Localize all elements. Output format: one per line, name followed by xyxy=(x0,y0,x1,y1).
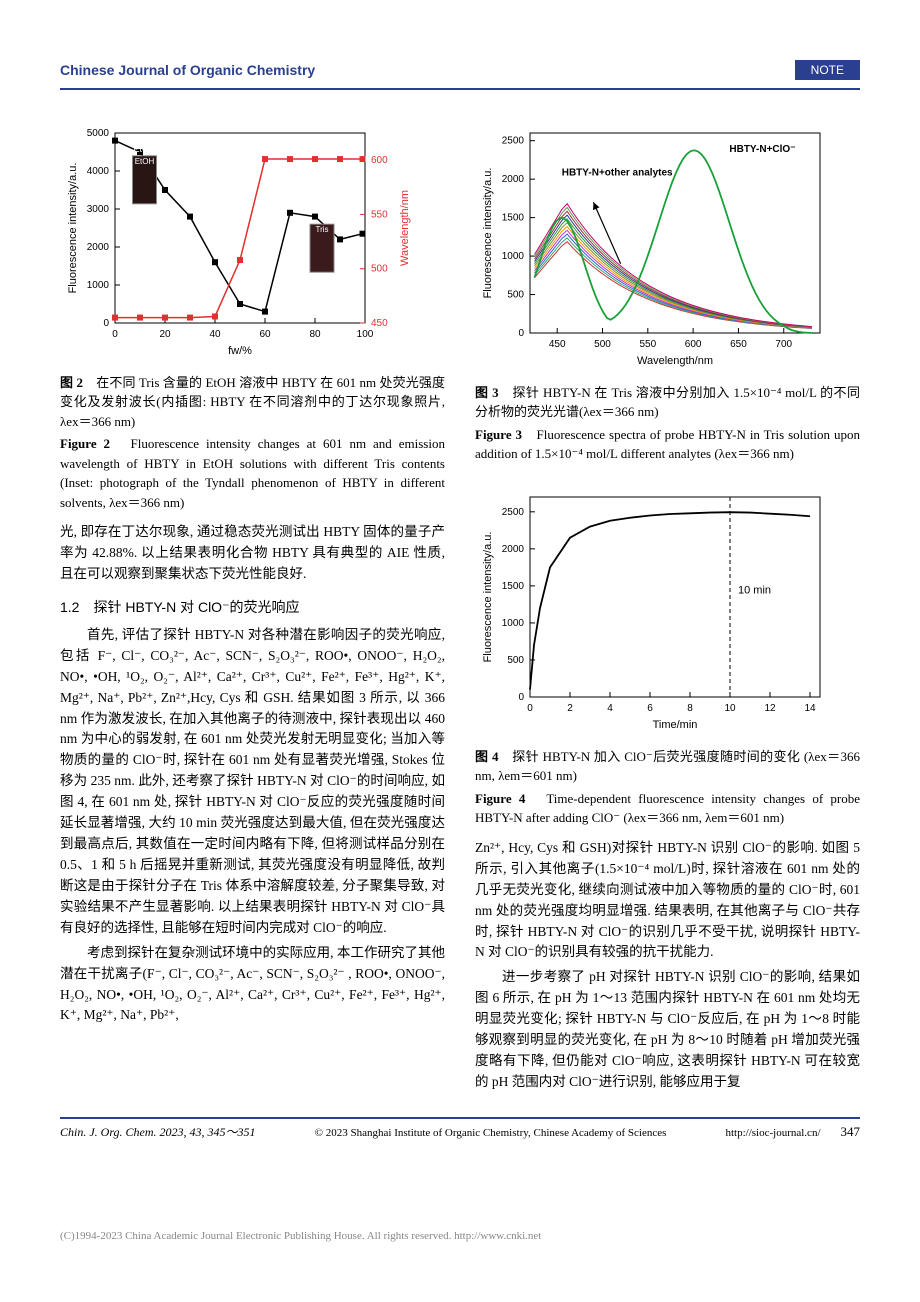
svg-text:2000: 2000 xyxy=(502,174,525,185)
svg-text:EtOH: EtOH xyxy=(133,144,155,154)
footer-citation: Chin. J. Org. Chem. 2023, 43, 345～351 xyxy=(60,1123,256,1140)
svg-text:0: 0 xyxy=(527,703,533,714)
svg-text:40: 40 xyxy=(209,329,221,340)
svg-text:Tris: Tris xyxy=(315,225,328,234)
svg-text:500: 500 xyxy=(594,339,611,350)
svg-text:12: 12 xyxy=(764,703,776,714)
svg-text:0: 0 xyxy=(518,328,524,339)
journal-title: Chinese Journal of Organic Chemistry xyxy=(60,62,315,78)
figure-4: 0 2 4 6 8 10 12 14 0 500 1000 1500 2000 2500 Time/min F… xyxy=(475,482,860,828)
svg-text:550: 550 xyxy=(639,339,656,350)
svg-text:Fluorescence intensity/a.u.: Fluorescence intensity/a.u. xyxy=(482,531,494,662)
svg-text:4000: 4000 xyxy=(87,166,110,177)
svg-text:1500: 1500 xyxy=(502,213,525,224)
svg-text:650: 650 xyxy=(730,339,747,350)
figure-2: 0204060801000100020003000400050004505005… xyxy=(60,118,445,512)
svg-text:6: 6 xyxy=(647,703,653,714)
page: Chinese Journal of Organic Chemistry NOT… xyxy=(0,0,920,1170)
body-right-p2: 进一步考察了 pH 对探针 HBTY-N 识别 ClO⁻的影响, 结果如图 6 … xyxy=(475,967,860,1093)
svg-text:HBTY-N+other analytes: HBTY-N+other analytes xyxy=(562,167,673,178)
svg-text:1000: 1000 xyxy=(502,618,525,629)
footer-copyright: © 2023 Shanghai Institute of Organic Che… xyxy=(256,1127,726,1139)
figure-4-caption-cn: 图 4 探针 HBTY-N 加入 ClO⁻后荧光强度随时间的变化 (λex＝36… xyxy=(475,747,860,786)
svg-text:450: 450 xyxy=(549,339,566,350)
right-column: 45050055060065070005001000150020002500Wa… xyxy=(475,118,860,1097)
svg-text:10 min: 10 min xyxy=(738,584,771,596)
svg-text:3000: 3000 xyxy=(87,204,110,215)
section-1-2-head: 1.2 探针 HBTY-N 对 ClO⁻的荧光响应 xyxy=(60,597,445,619)
svg-text:2500: 2500 xyxy=(502,136,525,147)
svg-text:20: 20 xyxy=(159,329,171,340)
svg-text:600: 600 xyxy=(371,155,388,166)
svg-text:60: 60 xyxy=(259,329,271,340)
svg-text:Wavelength/nm: Wavelength/nm xyxy=(399,190,411,266)
svg-text:2000: 2000 xyxy=(502,544,525,555)
svg-text:450: 450 xyxy=(371,318,388,329)
figure-4-chart: 0 2 4 6 8 10 12 14 0 500 1000 1500 2000 2500 Time/min F… xyxy=(475,482,835,732)
svg-text:2500: 2500 xyxy=(502,507,525,518)
svg-text:fw/%: fw/% xyxy=(228,345,252,357)
page-number: 347 xyxy=(841,1124,861,1140)
svg-text:0: 0 xyxy=(103,318,109,329)
svg-text:100: 100 xyxy=(357,329,374,340)
body-right-p1: Zn²⁺, Hcy, Cys 和 GSH)对探针 HBTY-N 识别 ClO⁻的… xyxy=(475,838,860,964)
svg-text:5000: 5000 xyxy=(87,128,110,139)
svg-text:Time/min: Time/min xyxy=(653,719,698,731)
figure-3-chart: 450 500 550 600 650 700 0 500 1000 1500 2000 2500 Wa… xyxy=(475,118,835,368)
svg-text:1500: 1500 xyxy=(502,581,525,592)
content-columns: 0204060801000100020003000400050004505005… xyxy=(60,118,860,1097)
svg-text:0: 0 xyxy=(518,692,524,703)
figure-3-caption-en: Figure 3 Fluorescence spectra of probe H… xyxy=(475,425,860,464)
svg-text:0: 0 xyxy=(112,329,118,340)
figure-2-chart: 0204060801000100020003000400050004505005… xyxy=(60,118,420,358)
svg-text:HBTY-N+ClO⁻: HBTY-N+ClO⁻ xyxy=(729,144,795,155)
figure-2-caption-cn: 图 2 在不同 Tris 含量的 EtOH 溶液中 HBTY 在 601 nm … xyxy=(60,373,445,432)
left-column: 0204060801000100020003000400050004505005… xyxy=(60,118,445,1097)
svg-text:14: 14 xyxy=(804,703,816,714)
figure-3: 450 500 550 600 650 700 0 500 1000 1500 2000 2500 Wa… xyxy=(475,118,860,464)
cnki-copyright: (C)1994-2023 China Academic Journal Elec… xyxy=(0,1230,920,1262)
body-left-p2: 考虑到探针在复杂测试环境中的实际应用, 本工作研究了其他潜在干扰离子(F⁻, C… xyxy=(60,943,445,1027)
footer-url: http://sioc-journal.cn/ xyxy=(725,1127,820,1139)
svg-text:500: 500 xyxy=(507,290,524,301)
note-tag: NOTE xyxy=(795,60,860,80)
svg-text:550: 550 xyxy=(371,209,388,220)
svg-text:1000: 1000 xyxy=(502,251,525,262)
svg-text:Wavelength/nm: Wavelength/nm xyxy=(637,355,713,367)
svg-text:EtOH: EtOH xyxy=(135,157,155,166)
header-rule xyxy=(60,88,860,90)
svg-text:8: 8 xyxy=(687,703,693,714)
body-left-top: 光, 即存在丁达尔现象, 通过稳态荧光测试出 HBTY 固体的量子产率为 42.… xyxy=(60,522,445,585)
page-header: Chinese Journal of Organic Chemistry NOT… xyxy=(60,60,860,80)
body-left-p1: 首先, 评估了探针 HBTY-N 对各种潜在影响因子的荧光响应, 包括 F⁻, … xyxy=(60,625,445,939)
svg-text:Fluorescence intensity/a.u.: Fluorescence intensity/a.u. xyxy=(67,163,79,294)
svg-text:500: 500 xyxy=(371,264,388,275)
svg-text:500: 500 xyxy=(507,655,524,666)
svg-text:600: 600 xyxy=(685,339,702,350)
svg-text:700: 700 xyxy=(775,339,792,350)
figure-2-caption-en: Figure 2 Fluorescence intensity changes … xyxy=(60,434,445,512)
figure-4-caption-en: Figure 4 Time-dependent fluorescence int… xyxy=(475,789,860,828)
page-footer: Chin. J. Org. Chem. 2023, 43, 345～351 © … xyxy=(60,1117,860,1140)
figure-3-caption-cn: 图 3 探针 HBTY-N 在 Tris 溶液中分别加入 1.5×10⁻⁴ mo… xyxy=(475,383,860,422)
svg-text:10: 10 xyxy=(724,703,736,714)
svg-text:2000: 2000 xyxy=(87,242,110,253)
svg-text:80: 80 xyxy=(309,329,321,340)
svg-text:2: 2 xyxy=(567,703,573,714)
svg-text:1000: 1000 xyxy=(87,280,110,291)
svg-text:4: 4 xyxy=(607,703,613,714)
svg-text:Fluorescence intensity/a.u.: Fluorescence intensity/a.u. xyxy=(482,168,494,299)
